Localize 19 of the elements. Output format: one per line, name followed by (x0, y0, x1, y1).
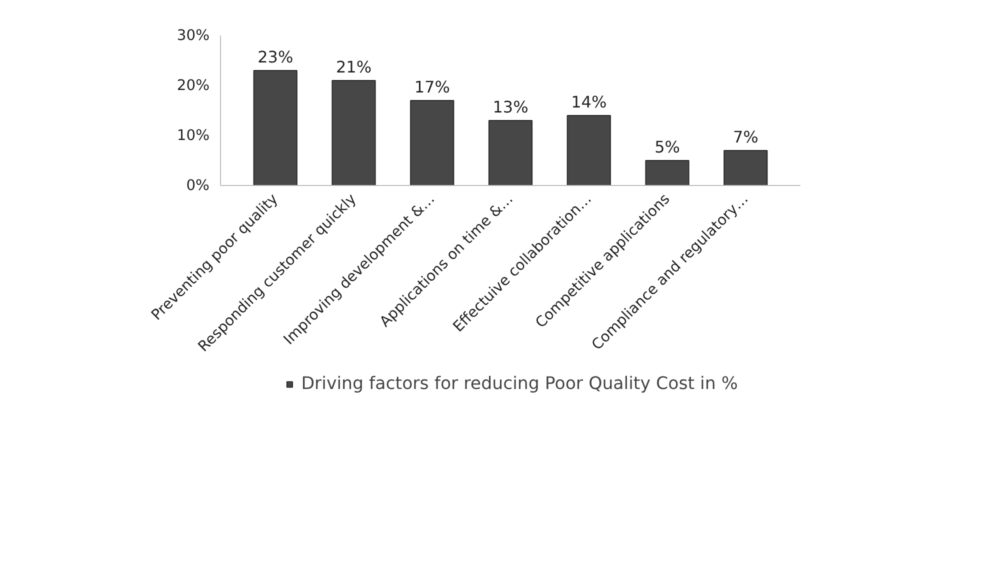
bar (566, 115, 611, 186)
text: 21% (336, 58, 372, 76)
y-tick-label: 10% (176, 127, 210, 144)
bar (332, 80, 376, 186)
legend-label: Driving factors for reducing Poor Quality Cost in % (301, 374, 738, 394)
bar (253, 70, 298, 186)
bar (724, 150, 768, 186)
text: 17% (414, 78, 450, 96)
text: 5% (654, 138, 680, 156)
y-tick-label: 20% (176, 77, 210, 94)
bar (488, 120, 533, 186)
bar (410, 100, 454, 186)
y-tick-label: 30% (176, 27, 210, 44)
text: 7% (732, 128, 758, 146)
bar (645, 160, 690, 186)
text: 14% (571, 92, 607, 112)
text: 23% (258, 48, 294, 66)
y-tick-label: 0% (186, 177, 210, 194)
text: 13% (492, 98, 528, 116)
